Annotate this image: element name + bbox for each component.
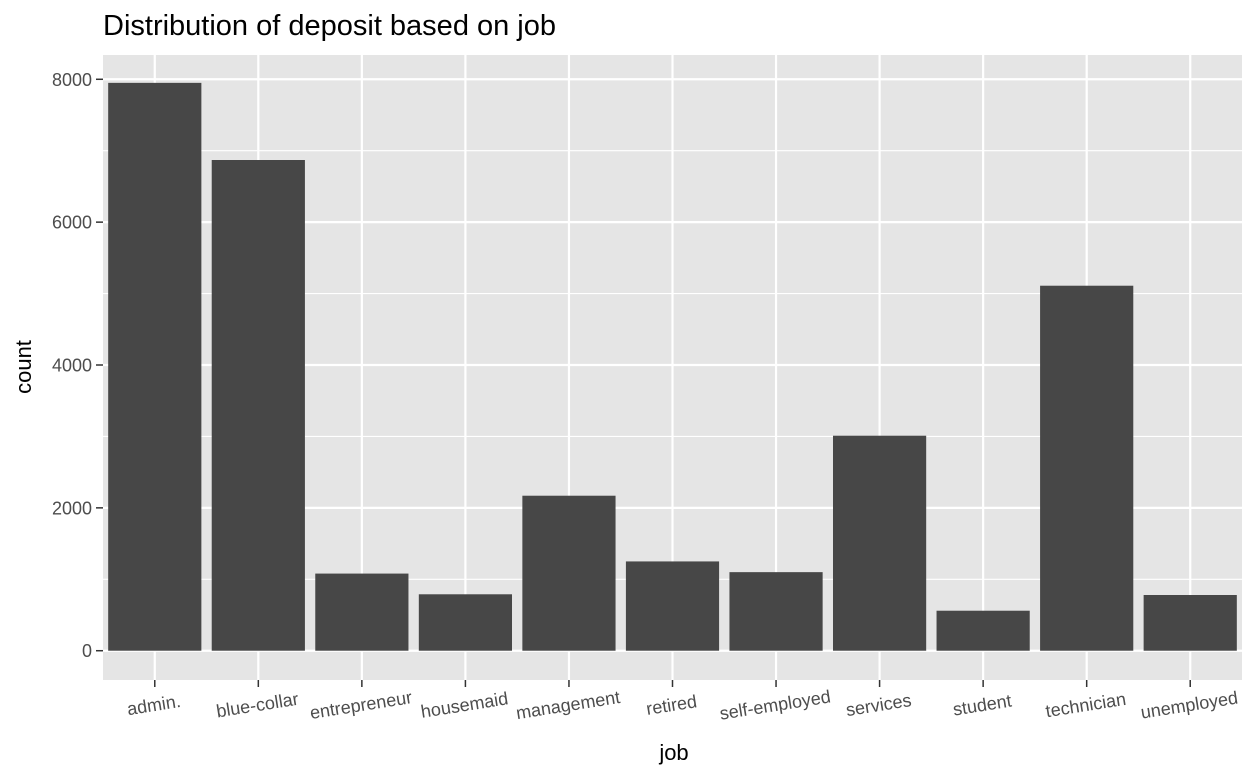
x-tick-label: services bbox=[844, 690, 912, 720]
y-tick-label: 4000 bbox=[52, 356, 92, 376]
x-tick-label: entrepreneur bbox=[308, 687, 413, 723]
y-tick-label: 8000 bbox=[52, 70, 92, 90]
bar-admin bbox=[108, 82, 202, 651]
bar-services bbox=[832, 435, 927, 651]
x-tick-label: self-employed bbox=[718, 686, 832, 723]
x-tick-label: technician bbox=[1044, 689, 1127, 721]
x-axis: admin. blue-collar entrepreneur housemaid ma… bbox=[126, 680, 1239, 724]
x-tick-label: management bbox=[515, 687, 622, 723]
bar-self-employed bbox=[729, 572, 823, 651]
x-tick-label: admin. bbox=[126, 691, 182, 719]
x-tick-label: student bbox=[951, 691, 1012, 720]
bar-entrepreneur bbox=[315, 573, 409, 651]
bar-blue-collar bbox=[211, 160, 305, 651]
bars bbox=[108, 82, 1237, 651]
y-axis-title: count bbox=[11, 340, 36, 394]
bar-retired bbox=[625, 561, 720, 651]
chart-title: Distribution of deposit based on job bbox=[103, 10, 556, 42]
bar-student bbox=[936, 610, 1030, 651]
bar-unemployed bbox=[1143, 595, 1237, 651]
y-tick-label: 2000 bbox=[52, 498, 92, 518]
x-tick-label: housemaid bbox=[419, 688, 509, 722]
y-axis: 0 2000 4000 6000 8000 bbox=[52, 70, 103, 661]
y-tick-label: 0 bbox=[82, 641, 92, 661]
y-tick-label: 6000 bbox=[52, 213, 92, 233]
bar-management bbox=[522, 495, 616, 651]
x-axis-title: job bbox=[658, 740, 688, 765]
x-tick-label: blue-collar bbox=[215, 689, 300, 722]
x-tick-label: unemployed bbox=[1139, 688, 1239, 723]
bar-housemaid bbox=[418, 594, 513, 651]
x-tick-label: retired bbox=[645, 691, 699, 719]
bar-technician bbox=[1040, 285, 1134, 651]
